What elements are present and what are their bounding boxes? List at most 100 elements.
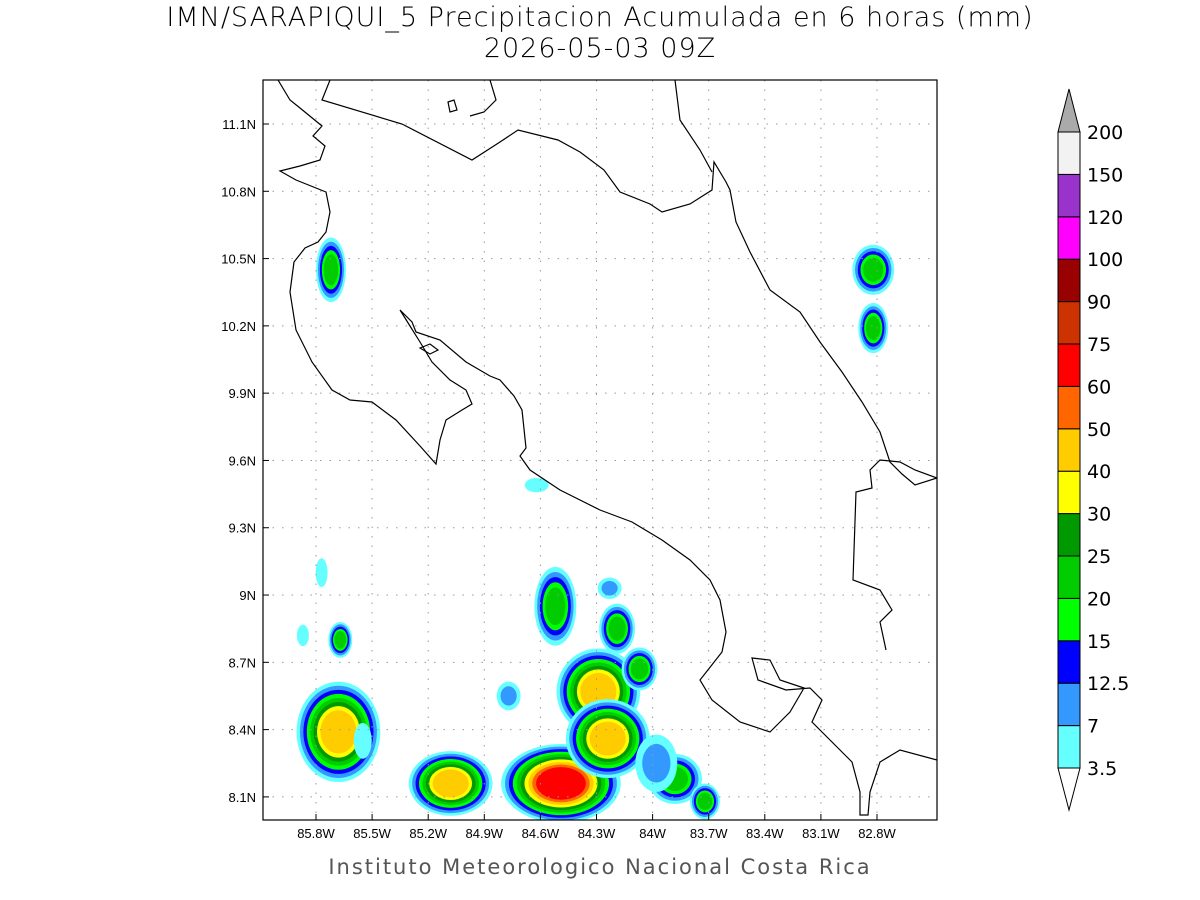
precip-contour-3.5 — [353, 722, 372, 759]
precip-cell — [597, 577, 622, 600]
colorbar-label: 20 — [1087, 588, 1111, 610]
precip-cell — [858, 303, 889, 354]
precip-cell — [524, 477, 549, 493]
colorbar-swatch — [1057, 258, 1081, 303]
precip-cell — [599, 603, 636, 654]
precip-contour-20 — [697, 792, 713, 810]
colorbar-over-arrow — [1057, 88, 1081, 133]
precip-cell — [621, 647, 658, 691]
lon-tick-label: 84.3W — [578, 826, 616, 841]
island — [447, 99, 458, 113]
lat-tick-label: 9.3N — [229, 521, 256, 536]
colorbar-label: 120 — [1087, 207, 1123, 229]
nicaragua-shore — [674, 80, 713, 173]
precip-contour-40 — [320, 710, 357, 754]
precip-contour-7 — [642, 743, 671, 783]
precip-cell — [565, 699, 650, 779]
lon-tick-label: 84.9W — [466, 826, 504, 841]
lon-tick-label: 85.5W — [353, 826, 391, 841]
precip-cell — [328, 621, 353, 658]
credit-text: Instituto Meteorologico Nacional Costa R… — [328, 855, 872, 879]
colorbar-swatch — [1057, 555, 1081, 599]
lat-tick-label: 8.7N — [229, 655, 256, 670]
precip-contour-20 — [323, 254, 339, 286]
island — [418, 343, 440, 355]
lon-tick-label: 85.8W — [297, 826, 335, 841]
precip-cell — [534, 566, 577, 646]
lat-tick-label: 10.8N — [221, 184, 256, 199]
precip-contour-20 — [545, 587, 566, 626]
precip-cell — [635, 734, 678, 792]
precip-field — [296, 237, 895, 820]
lon-tick-label: 85.2W — [409, 826, 447, 841]
colorbar-label: 3.5 — [1087, 758, 1117, 780]
lat-tick-label: 11.1N — [222, 117, 256, 132]
colorbar-swatch — [1057, 682, 1081, 727]
colorbar-label: 50 — [1087, 419, 1111, 441]
colorbar-label: 60 — [1087, 376, 1111, 398]
colorbar-swatch — [1057, 385, 1081, 430]
precip-contour-20 — [608, 616, 626, 641]
precip-cell — [408, 751, 493, 816]
precip-cell — [690, 783, 720, 820]
colorbar-label: 40 — [1087, 461, 1111, 483]
colorbar-swatch — [1057, 470, 1081, 515]
precip-contour-7 — [500, 686, 517, 706]
lon-tick-label: 84W — [639, 826, 666, 841]
lat-tick-label: 10.2N — [221, 319, 256, 334]
precip-cell — [296, 681, 381, 783]
colorbar-swatch — [1057, 131, 1081, 175]
colorbar-swatch — [1057, 513, 1081, 557]
precip-cell — [316, 237, 346, 303]
precip-contour-3.5 — [524, 477, 549, 493]
precip-contour-40 — [589, 721, 626, 756]
lat-tick-label: 9.6N — [229, 453, 256, 468]
lat-tick-label: 9N — [239, 588, 256, 603]
colorbar-label: 100 — [1087, 249, 1123, 271]
colorbar-swatch — [1057, 343, 1081, 387]
coastlines — [277, 80, 937, 816]
colorbar-label: 75 — [1087, 334, 1111, 356]
precip-cell — [315, 558, 328, 587]
map-subtitle-time: 2026-05-03 09Z — [483, 33, 717, 64]
precip-contour-20 — [334, 631, 347, 649]
map-frame — [262, 79, 938, 821]
lon-tick-label: 83.7W — [690, 826, 728, 841]
precip-contour-40 — [432, 769, 469, 798]
colorbar-swatch — [1057, 301, 1081, 345]
lon-tick-label: 82.8W — [858, 826, 896, 841]
colorbar-label: 15 — [1087, 631, 1111, 653]
lat-tick-label: 8.1N — [229, 790, 256, 805]
precip-contour-3.5 — [296, 624, 309, 647]
colorbar-swatch — [1057, 597, 1081, 642]
colorbar-label: 25 — [1087, 546, 1111, 568]
precip-cell — [296, 624, 309, 647]
lat-tick-label: 8.4N — [229, 723, 256, 738]
precip-contour-20 — [630, 658, 649, 680]
colorbar-under-arrow — [1057, 767, 1081, 812]
precip-contour-7 — [601, 581, 618, 596]
lon-tick-label: 83.4W — [746, 826, 784, 841]
colorbar-swatch — [1057, 173, 1081, 218]
lat-tick-label: 10.5N — [221, 252, 256, 267]
gridlines — [263, 80, 937, 820]
lake-shore — [469, 80, 497, 117]
lon-tick-label: 84.6W — [522, 826, 560, 841]
precip-cell — [496, 681, 521, 711]
colorbar-label: 150 — [1087, 164, 1123, 186]
colorbar-swatch — [1057, 640, 1081, 684]
precip-contour-3.5 — [315, 558, 328, 587]
precip-cell — [353, 722, 372, 759]
precip-contour-20 — [863, 257, 884, 282]
axis-ticks: 85.8W 85.5W 85.2W 84.9W 84.6W 84.3W 84W 83.7W 83… — [221, 117, 896, 841]
colorbar-label: 200 — [1087, 122, 1123, 144]
precip-cell — [852, 244, 895, 295]
precip-contour-60 — [536, 767, 586, 800]
pacific-coastline — [277, 80, 937, 816]
colorbar-label: 12.5 — [1087, 673, 1129, 695]
colorbar-swatch — [1057, 428, 1081, 472]
lon-tick-label: 83.1W — [802, 826, 840, 841]
colorbar-swatch — [1057, 725, 1081, 769]
